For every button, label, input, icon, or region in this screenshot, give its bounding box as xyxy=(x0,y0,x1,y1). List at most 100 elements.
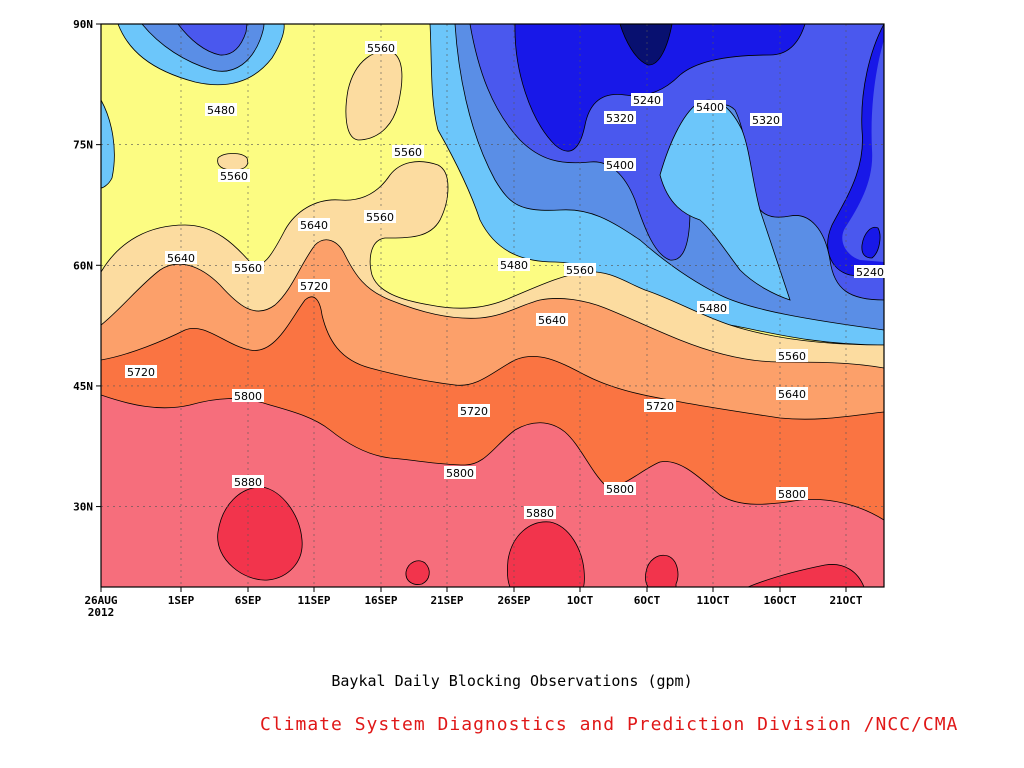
contour-label: 5800 xyxy=(604,482,636,496)
contour-label-bg xyxy=(218,169,250,182)
x-tick-label: 21OCT xyxy=(829,594,862,607)
y-tick-label: 60N xyxy=(73,259,93,272)
contour-label-bg xyxy=(697,301,729,314)
contour-label-text: 5720 xyxy=(300,280,328,293)
band-5320-5400-nw xyxy=(177,24,248,56)
x-tick-label: 16SEP xyxy=(364,594,397,607)
contour-label: 5560 xyxy=(232,261,264,275)
contour-label-text: 5800 xyxy=(778,488,806,501)
contour-label-bg xyxy=(776,349,808,362)
x-tick-label: 26SEP xyxy=(497,594,530,607)
contour-label-bg xyxy=(298,279,330,292)
y-tick-label: 75N xyxy=(73,139,93,152)
plot-frame xyxy=(100,23,885,588)
contour-label-text: 5560 xyxy=(394,146,422,159)
x-tick-label: 11SEP xyxy=(297,594,330,607)
band-below-5240 xyxy=(619,24,673,66)
contour-label: 5560 xyxy=(564,263,596,277)
contour-label-text: 5560 xyxy=(234,262,262,275)
blob-5880-e xyxy=(747,564,865,587)
contour-label: 5800 xyxy=(776,487,808,501)
contour-label-bg xyxy=(458,404,490,417)
contour-label-bg xyxy=(776,487,808,500)
contour-label-bg xyxy=(644,399,676,412)
y-tick-label: 45N xyxy=(73,380,93,393)
contour-label-text: 5560 xyxy=(366,211,394,224)
contour-label-bg xyxy=(564,263,596,276)
contour-label-text: 5480 xyxy=(500,259,528,272)
x-year-label: 2012 xyxy=(88,606,115,619)
contour-label-text: 5560 xyxy=(566,264,594,277)
contour-label-bg xyxy=(694,100,726,113)
contour-label-text: 5640 xyxy=(300,219,328,232)
contour-label-bg xyxy=(854,265,886,278)
band-below-5240-east xyxy=(861,226,881,259)
x-tick-label: 21SEP xyxy=(430,594,463,607)
contour-label: 5480 xyxy=(205,103,237,117)
contour-label-text: 5240 xyxy=(856,266,884,279)
blob-5880-b xyxy=(405,560,430,585)
contour-label: 5560 xyxy=(776,349,808,363)
contour-label-text: 5800 xyxy=(234,390,262,403)
contour-label-text: 5320 xyxy=(752,114,780,127)
grid xyxy=(101,24,884,587)
contour-label: 5560 xyxy=(392,145,424,159)
contour-label: 5240 xyxy=(631,93,663,107)
contour-label-text: 5480 xyxy=(699,302,727,315)
y-tick-label: 90N xyxy=(73,18,93,31)
contour-label-bg xyxy=(604,482,636,495)
contour-label-text: 5720 xyxy=(460,405,488,418)
contour-label-bg xyxy=(232,389,264,402)
contour-label: 5480 xyxy=(697,301,729,315)
contour-label: 5720 xyxy=(125,365,157,379)
contour-label: 5800 xyxy=(444,466,476,480)
contour-label-text: 5560 xyxy=(367,42,395,55)
blob-5880-c xyxy=(507,521,585,587)
contour-label-text: 5400 xyxy=(696,101,724,114)
chart-title: Baykal Daily Blocking Observations (gpm) xyxy=(331,672,693,690)
contour-label-bg xyxy=(205,103,237,116)
contour-label-bg xyxy=(776,387,808,400)
band-5240-5320 xyxy=(514,24,806,152)
x-tick-label: 16OCT xyxy=(763,594,796,607)
contour-label-bg xyxy=(536,313,568,326)
contour-label: 5720 xyxy=(298,279,330,293)
x-tick-label: 1SEP xyxy=(168,594,195,607)
contour-label-text: 5800 xyxy=(606,483,634,496)
contour-label: 5640 xyxy=(165,251,197,265)
blob-5880-d xyxy=(645,554,679,587)
contour-label-bg xyxy=(232,261,264,274)
contour-label-text: 5640 xyxy=(167,252,195,265)
contour-label-text: 5400 xyxy=(606,159,634,172)
contour-label: 5720 xyxy=(458,404,490,418)
x-tick-label: 1OCT xyxy=(567,594,594,607)
contour-label: 5400 xyxy=(694,100,726,114)
band-5240-5320-east-inner xyxy=(842,40,884,262)
contour-label-bg xyxy=(631,93,663,106)
contour-label-text: 5320 xyxy=(606,112,634,125)
contour-label-bg xyxy=(125,365,157,378)
contour-label-text: 5560 xyxy=(778,350,806,363)
contour-label-bg xyxy=(364,210,396,223)
contour-label: 5560 xyxy=(365,41,397,55)
x-tick-label: 11OCT xyxy=(696,594,729,607)
contour-label: 5880 xyxy=(524,506,556,520)
contour-label-text: 5480 xyxy=(207,104,235,117)
contour-label-text: 5640 xyxy=(538,314,566,327)
contour-label-bg xyxy=(498,258,530,271)
credit-text: Climate System Diagnostics and Predictio… xyxy=(260,714,959,735)
contour-label-text: 5720 xyxy=(646,400,674,413)
x-tick-label: 6SEP xyxy=(235,594,262,607)
island-5560-b xyxy=(217,153,249,171)
x-tick-label: 26AUG xyxy=(84,594,117,607)
band-5480-5560-tip xyxy=(101,99,115,189)
blob-5880-a xyxy=(217,486,303,581)
contour-label-text: 5240 xyxy=(633,94,661,107)
contour-label: 5560 xyxy=(218,169,250,183)
contour-label: 5800 xyxy=(232,389,264,403)
y-axis: 90N 75N 60N 45N 30N xyxy=(73,18,101,514)
contour-label: 5880 xyxy=(232,475,264,489)
x-tick-label: 6OCT xyxy=(634,594,661,607)
contour-label: 5720 xyxy=(644,399,676,413)
contour-label: 5640 xyxy=(536,313,568,327)
